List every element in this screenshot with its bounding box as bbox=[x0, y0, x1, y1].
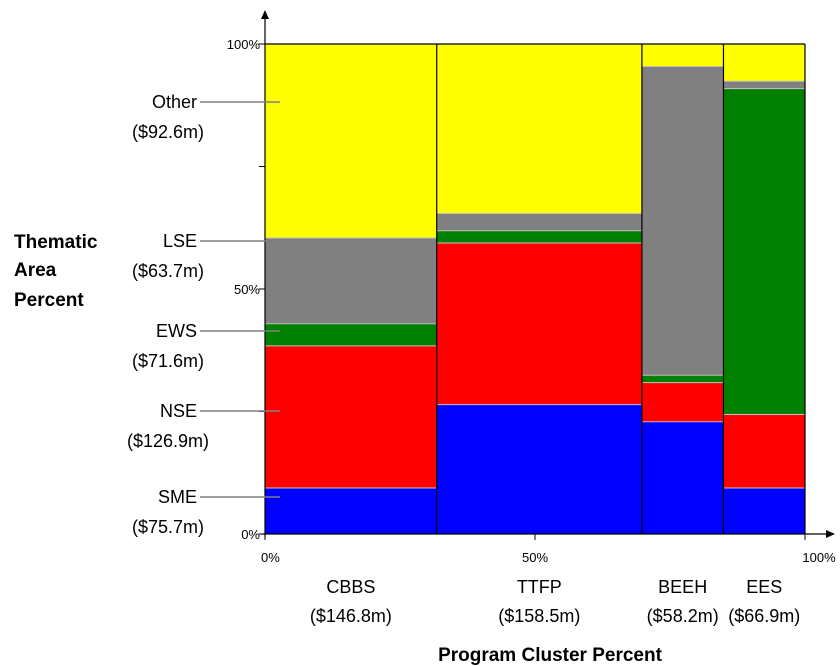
area-funding-lse: ($63.7m) bbox=[132, 261, 204, 281]
area-name-other: Other bbox=[152, 92, 197, 112]
cluster-name-ees: EES bbox=[746, 577, 782, 597]
cluster-funding-ees: ($66.9m) bbox=[728, 606, 800, 626]
cell-cbbs-ews bbox=[265, 323, 437, 346]
cell-ttfp-ews bbox=[436, 230, 642, 243]
cluster-name-ttfp: TTFP bbox=[517, 577, 562, 597]
cell-cbbs-sme bbox=[265, 487, 437, 534]
area-name-ews: EWS bbox=[156, 321, 197, 341]
cell-ees-other bbox=[723, 44, 805, 81]
cluster-name-beeh: BEEH bbox=[658, 577, 707, 597]
x-tick-label: 0% bbox=[261, 550, 280, 565]
cell-beeh-lse bbox=[641, 66, 724, 375]
cell-ttfp-sme bbox=[436, 404, 642, 534]
area-funding-ews: ($71.6m) bbox=[132, 351, 204, 371]
cell-cbbs-lse bbox=[265, 237, 437, 324]
cell-ttfp-lse bbox=[436, 213, 642, 231]
y-tick-label: 100% bbox=[227, 37, 261, 52]
mosaic-cells bbox=[265, 44, 805, 534]
cell-ttfp-nse bbox=[436, 242, 642, 405]
cluster-funding-cbbs: ($146.8m) bbox=[310, 606, 392, 626]
x-axis-arrow bbox=[826, 530, 835, 538]
area-name-lse: LSE bbox=[163, 231, 197, 251]
x-tick-label: 100% bbox=[802, 550, 836, 565]
cluster-funding-beeh: ($58.2m) bbox=[647, 606, 719, 626]
cell-ees-lse bbox=[723, 80, 805, 89]
y-axis-title-line: Area bbox=[14, 260, 57, 281]
cell-cbbs-other bbox=[265, 44, 437, 238]
chart-labels: 0% 50% 100% 0% 50% 100% CBBS ($146.8m) TTFP ($158… bbox=[14, 37, 836, 666]
x-axis-title: Program Cluster Percent bbox=[438, 645, 663, 666]
cluster-name-cbbs: CBBS bbox=[326, 577, 375, 597]
cell-cbbs-nse bbox=[265, 345, 437, 488]
y-tick-label: 50% bbox=[234, 282, 260, 297]
y-tick-label: 0% bbox=[241, 527, 260, 542]
cluster-funding-ttfp: ($158.5m) bbox=[498, 606, 580, 626]
cell-ees-sme bbox=[723, 487, 805, 534]
cell-ees-ews bbox=[723, 88, 805, 414]
cell-beeh-ews bbox=[641, 374, 724, 383]
area-funding-nse: ($126.9m) bbox=[127, 431, 209, 451]
area-funding-other: ($92.6m) bbox=[132, 122, 204, 142]
y-axis-title-line: Percent bbox=[14, 290, 84, 311]
cell-ttfp-other bbox=[436, 44, 642, 214]
area-funding-sme: ($75.7m) bbox=[132, 517, 204, 537]
cell-beeh-other bbox=[641, 44, 724, 67]
cell-beeh-nse bbox=[641, 382, 724, 422]
area-name-nse: NSE bbox=[160, 401, 197, 421]
y-axis-arrow bbox=[261, 10, 269, 19]
chart-axes bbox=[200, 10, 835, 540]
x-tick-label: 50% bbox=[522, 550, 548, 565]
area-name-sme: SME bbox=[158, 487, 197, 507]
cell-ees-nse bbox=[723, 413, 805, 488]
y-axis-title-line: Thematic bbox=[14, 232, 98, 253]
cell-beeh-sme bbox=[641, 421, 724, 534]
